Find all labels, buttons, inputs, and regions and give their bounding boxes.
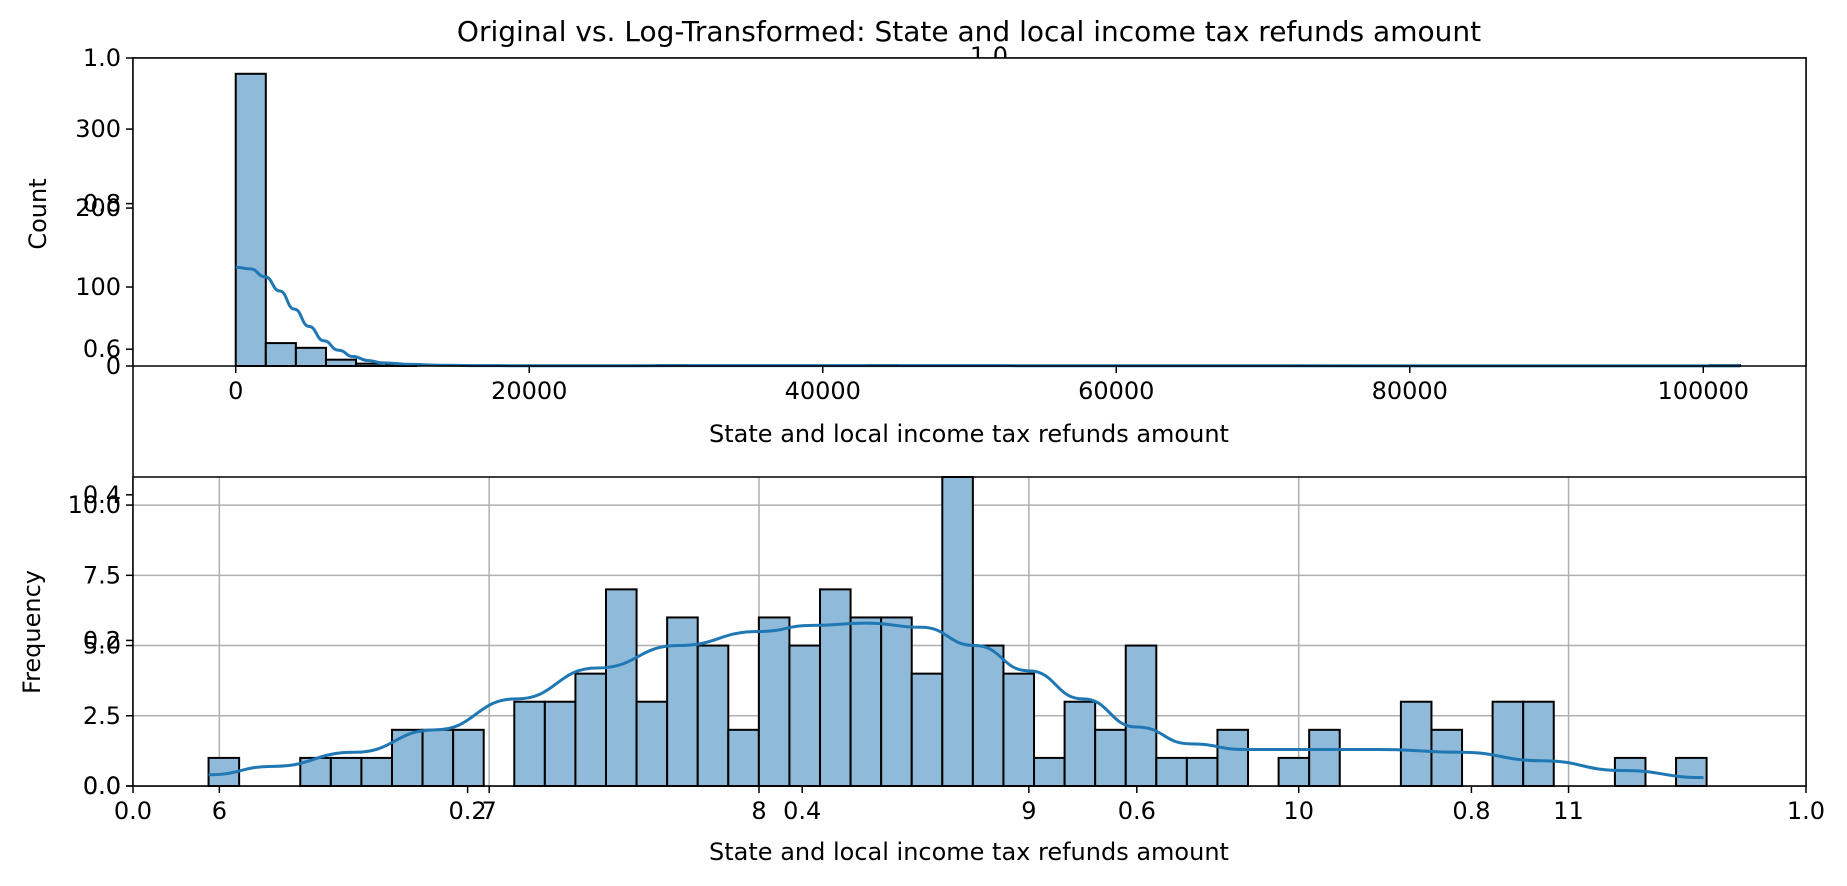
x-tick-label: 11 <box>1553 797 1584 825</box>
y-tick-label: 0 <box>106 352 121 380</box>
histogram-bar <box>452 728 485 787</box>
ghost-x-tick-label: 0.4 <box>783 797 821 825</box>
histogram-bar <box>941 476 974 787</box>
histogram-bar <box>1002 672 1036 787</box>
x-tick-label: 60000 <box>1078 377 1154 405</box>
y-tick-label: 100 <box>75 273 121 301</box>
histogram-bar <box>727 728 760 787</box>
log-histogram: 6 7 8 9 10 11 0.0 2.5 5.0 7.5 10.0 State and loca… <box>18 476 1807 866</box>
ghost-x-ticks: 0.0 0.2 0.4 0.6 0.8 1.0 <box>114 786 1825 825</box>
original-bars <box>234 72 1741 368</box>
ghost-y-tick-label: 0.8 <box>83 190 121 218</box>
y-tick-label: 5.0 <box>83 632 121 660</box>
histogram-bar <box>234 72 267 368</box>
log-kde-line <box>208 621 1704 780</box>
histogram-bar <box>264 342 297 368</box>
original-plot-area <box>133 58 1806 366</box>
log-x-axis-label: State and local income tax refunds amoun… <box>709 838 1229 866</box>
y-tick-label: 10.0 <box>68 491 121 519</box>
x-tick-label: 40000 <box>785 377 861 405</box>
y-tick-label: 0.0 <box>83 772 121 800</box>
histogram-bar <box>421 728 455 787</box>
original-x-axis-label: State and local income tax refunds amoun… <box>709 420 1229 448</box>
ghost-y-tick-label: 1.0 <box>83 44 121 72</box>
x-tick-label: 0 <box>228 377 243 405</box>
y-tick-label: 2.5 <box>83 702 121 730</box>
histogram-bar <box>329 756 363 788</box>
y-tick-label: 200 <box>75 194 121 222</box>
histogram-bar <box>635 700 669 788</box>
histogram-bar <box>294 346 327 368</box>
original-histogram: 0 20000 40000 60000 80000 100000 0 100 200 300 S… <box>24 57 1807 448</box>
histogram-bar <box>1491 700 1525 788</box>
histogram-bar <box>574 672 608 787</box>
histogram-bar <box>390 728 424 787</box>
histogram-bar <box>324 358 358 367</box>
histogram-bar <box>696 644 730 788</box>
histogram-bar <box>360 756 393 788</box>
histogram-bar <box>880 616 913 787</box>
histogram-bar <box>1522 700 1555 788</box>
x-tick-label: 80000 <box>1372 377 1448 405</box>
x-tick-label: 7 <box>482 797 497 825</box>
histogram-bar <box>1399 700 1433 788</box>
y-tick-label: 300 <box>75 115 121 143</box>
ghost-y-tick-label: 0.4 <box>83 481 121 509</box>
histogram-bar <box>666 616 699 787</box>
histogram-bar <box>1308 728 1341 787</box>
x-tick-label: 8 <box>751 797 766 825</box>
log-x-ticks: 6 7 8 9 10 11 <box>212 786 1584 825</box>
x-tick-label: 9 <box>1021 797 1036 825</box>
figure-title: Original vs. Log-Transformed: State and … <box>457 15 1481 48</box>
original-axes-frame <box>132 57 1807 367</box>
histogram-bar <box>605 588 638 788</box>
ghost-x-tick-label: 0.2 <box>449 797 487 825</box>
histogram-bar <box>788 644 822 788</box>
original-y-axis-label: Count <box>24 178 52 249</box>
histogram-bar <box>819 588 852 788</box>
histogram-bar <box>910 672 944 787</box>
histogram-bar <box>1185 756 1219 788</box>
ghost-x-tick-label: 1.0 <box>1787 797 1825 825</box>
histogram-bar <box>849 616 883 787</box>
original-x-ticks: 0 20000 40000 60000 80000 100000 <box>228 366 1749 405</box>
original-y-ticks: 0 100 200 300 <box>75 115 133 380</box>
histogram-bar <box>757 616 791 787</box>
ghost-y-tick-label: 0.6 <box>83 335 121 363</box>
ghost-x-tick-label: 0.8 <box>1452 797 1490 825</box>
x-tick-label: 10 <box>1283 797 1314 825</box>
ghost-y-ticks: 0.0 0.2 0.4 0.6 0.8 1.0 <box>83 44 133 800</box>
histogram-bar <box>1124 644 1158 788</box>
histogram-bar <box>1675 756 1708 788</box>
x-tick-label: 100000 <box>1657 377 1749 405</box>
log-y-axis-label: Frequency <box>18 570 46 694</box>
log-axes-frame <box>132 476 1807 787</box>
histogram-bar <box>971 644 1005 788</box>
log-y-ticks: 0.0 2.5 5.0 7.5 10.0 <box>68 491 133 800</box>
histogram-bar <box>513 700 546 788</box>
histogram-bar <box>1094 728 1127 787</box>
ghost-y-tick-label: 0.2 <box>83 626 121 654</box>
histogram-bar <box>1430 728 1464 787</box>
histogram-bar <box>1033 756 1066 788</box>
histogram-bar <box>1063 700 1097 788</box>
histogram-bar <box>1277 756 1311 788</box>
histogram-bar <box>1155 756 1188 788</box>
histogram-bar <box>543 700 577 788</box>
ghost-x-tick-label: 0.6 <box>1118 797 1156 825</box>
x-tick-label: 6 <box>212 797 227 825</box>
histogram-bar <box>1216 728 1250 787</box>
y-tick-label: 7.5 <box>83 561 121 589</box>
ghost-x-tick-label: 0.0 <box>114 797 152 825</box>
x-tick-label: 20000 <box>491 377 567 405</box>
ghost-y-tick-label: 0.0 <box>83 772 121 800</box>
